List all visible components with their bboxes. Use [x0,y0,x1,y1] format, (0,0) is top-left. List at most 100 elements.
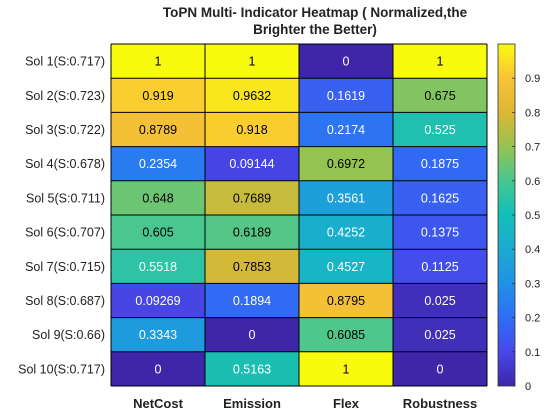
heatmap-cell [299,44,393,79]
cell-value-label: 1 [343,362,350,376]
heatmap-cell [393,351,487,386]
cell-value-label: 0.09269 [135,294,180,308]
heatmap-cell [299,283,393,318]
cell-value-label: 0.7853 [233,260,271,274]
heatmap-cell [111,180,205,215]
heatmap-cell [299,317,393,352]
heatmap-cell [393,78,487,113]
cell-value-label: 0 [249,328,256,342]
heatmap-cell [205,317,299,352]
cell-value-label: 0.605 [142,226,173,240]
heatmap-cell [205,180,299,215]
heatmap-cell [205,78,299,113]
heatmap-cell [111,44,205,79]
heatmap-cell [299,249,393,284]
colorbar-tick-label: 0.8 [525,107,540,119]
heatmap-cell [111,351,205,386]
cell-value-label: 0.7689 [233,191,271,205]
cell-value-label: 0.8789 [139,123,177,137]
heatmap-cell [205,146,299,181]
heatmap-cell [205,112,299,147]
cell-value-label: 0 [437,362,444,376]
heatmap-cell [299,146,393,181]
colorbar-tick-label: 0.4 [525,244,540,256]
cell-value-label: 0.3561 [327,191,365,205]
heatmap-cell [205,215,299,250]
heatmap-cell [205,249,299,284]
cell-value-label: 1 [249,55,256,69]
cell-value-label: 0.5163 [233,362,271,376]
cell-value-label: 0.1625 [421,191,459,205]
chart-title-line-2: Brighter the Better) [253,22,377,37]
heatmap-cell [299,112,393,147]
cell-value-label: 0.918 [236,123,267,137]
row-label: Sol 3(S:0.722) [25,123,105,137]
heatmap-cell [111,215,205,250]
row-label: Sol 7(S:0.715) [25,260,105,274]
cell-value-label: 0.2354 [139,157,177,171]
cell-value-label: 0.1894 [233,294,271,308]
cell-value-label: 0.1125 [421,260,458,274]
colorbar-tick-label: 0.1 [525,347,540,359]
heatmap-cell [205,351,299,386]
row-label: Sol 4(S:0.678) [25,157,105,171]
cell-value-label: 0.675 [424,89,455,103]
column-label: Robustness [403,396,477,411]
colorbar-tick-label: 0.5 [525,210,540,222]
row-label: Sol 9(S:0.66) [32,328,105,342]
cell-value-label: 0.025 [424,294,455,308]
cell-value-label: 0.919 [142,89,173,103]
cell-value-label: 0.025 [424,328,455,342]
heatmap-cell [111,283,205,318]
heatmap-cell [299,180,393,215]
row-label: Sol 6(S:0.707) [25,226,105,240]
heatmap-cell [393,180,487,215]
cell-value-label: 0.4527 [327,260,365,274]
heatmap-cell [299,351,393,386]
cell-value-label: 0.9632 [233,89,271,103]
heatmap-cell [393,283,487,318]
cell-value-label: 0.2174 [327,123,365,137]
heatmap-cell [111,112,205,147]
cell-value-label: 0.1619 [327,89,365,103]
colorbar-tick-label: 0 [525,381,531,393]
column-label: Flex [333,396,360,411]
row-label: Sol 1(S:0.717) [25,55,105,69]
heatmap-cell [299,215,393,250]
heatmap-cell [299,78,393,113]
heatmap-cell [111,317,205,352]
heatmap-cell [393,317,487,352]
heatmap-cell [393,215,487,250]
heatmap-cell [205,283,299,318]
cell-value-label: 0.525 [424,123,455,137]
cell-value-label: 0.1375 [421,226,459,240]
heatmap-cell [393,44,487,79]
cell-value-label: 0.8795 [327,294,365,308]
cell-value-label: 0.6085 [327,328,365,342]
heatmap-cell [205,44,299,79]
row-label: Sol 8(S:0.687) [25,294,105,308]
cell-value-label: 0.3343 [139,328,177,342]
heatmap-cell [111,249,205,284]
heatmap-cell [393,112,487,147]
cell-value-label: 0 [343,55,350,69]
cell-value-label: 0.5518 [139,260,177,274]
column-label: NetCost [133,396,184,411]
colorbar-tick-label: 0.9 [525,73,540,85]
cell-value-label: 1 [437,55,444,69]
heatmap-cell [111,146,205,181]
cell-value-label: 0.4252 [327,226,365,240]
row-label: Sol 2(S:0.723) [25,89,105,103]
heatmap-cell [393,249,487,284]
cell-value-label: 0 [155,362,162,376]
cell-value-label: 1 [155,55,162,69]
colorbar-tick-label: 0.3 [525,278,540,290]
chart-title-line-1: ToPN Multi- Indicator Heatmap ( Normaliz… [162,5,468,20]
cell-value-label: 0.1875 [421,157,459,171]
heatmap-cell [393,146,487,181]
cell-value-label: 0.6189 [233,226,271,240]
row-label: Sol 5(S:0.711) [26,191,105,205]
colorbar-tick-label: 0.6 [525,176,540,188]
cell-value-label: 0.648 [142,191,173,205]
